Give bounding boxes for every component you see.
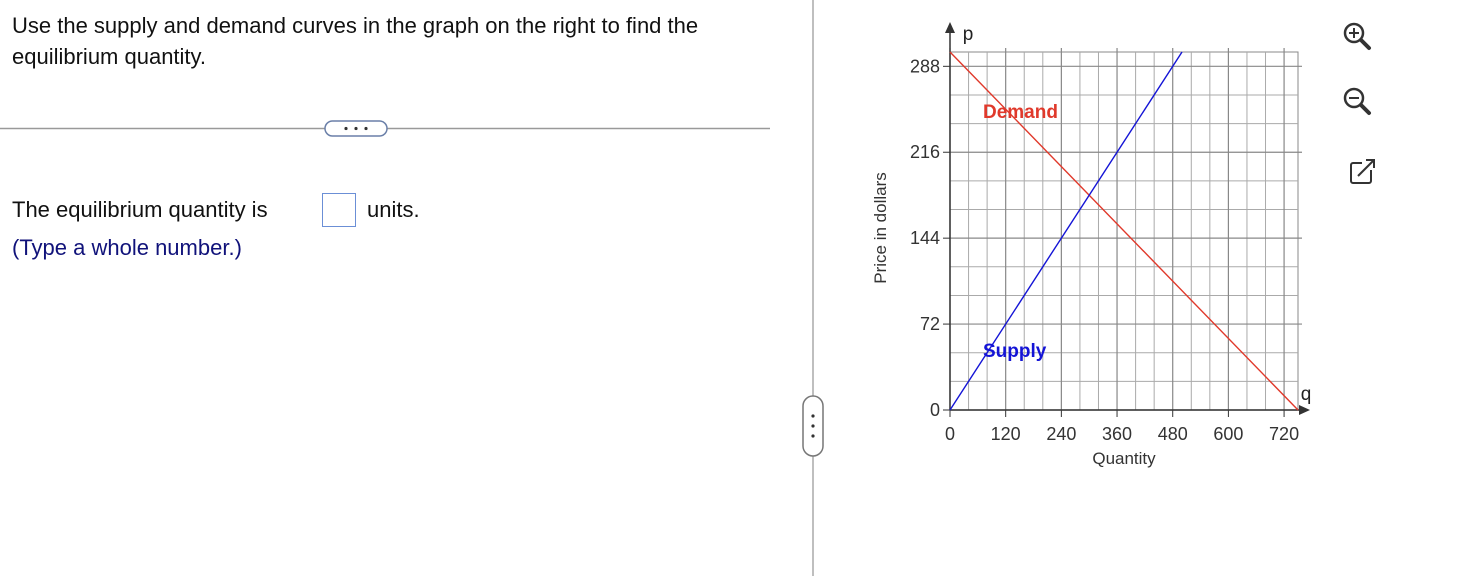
answer-input[interactable] xyxy=(322,193,356,227)
y-axis-arrow xyxy=(945,22,955,33)
x-axis-symbol: q xyxy=(1301,384,1312,405)
x-tick-label: 360 xyxy=(1102,424,1132,444)
answer-suffix: units. xyxy=(367,197,420,222)
y-tick-label: 0 xyxy=(930,400,940,420)
y-tick-label: 72 xyxy=(920,314,940,334)
x-axis-label: Quantity xyxy=(1092,449,1156,468)
x-tick-label: 120 xyxy=(991,424,1021,444)
answer-prefix: The equilibrium quantity is xyxy=(12,197,268,222)
y-axis-label: Price in dollars xyxy=(871,172,890,284)
y-tick-label: 144 xyxy=(910,228,940,248)
zoom-in-button[interactable] xyxy=(1343,22,1371,50)
curve-label: Supply xyxy=(983,341,1047,362)
x-tick-label: 600 xyxy=(1213,424,1243,444)
x-axis-arrow xyxy=(1299,405,1310,415)
y-tick-label: 288 xyxy=(910,56,940,76)
popout-button[interactable] xyxy=(1350,158,1375,184)
expand-button[interactable] xyxy=(324,120,388,137)
y-tick-label: 216 xyxy=(910,142,940,162)
resize-handle[interactable] xyxy=(802,395,824,457)
y-axis-symbol: p xyxy=(963,24,974,45)
x-tick-label: 240 xyxy=(1046,424,1076,444)
x-tick-label: 0 xyxy=(945,424,955,444)
answer-hint: (Type a whole number.) xyxy=(12,235,242,260)
series-line xyxy=(949,51,1299,411)
zoom-out-button[interactable] xyxy=(1343,87,1371,115)
x-tick-label: 480 xyxy=(1158,424,1188,444)
question-prompt: Use the supply and demand curves in the … xyxy=(12,13,699,69)
x-tick-label: 720 xyxy=(1269,424,1299,444)
curve-label: Demand xyxy=(983,102,1058,123)
series-line xyxy=(949,51,1183,411)
